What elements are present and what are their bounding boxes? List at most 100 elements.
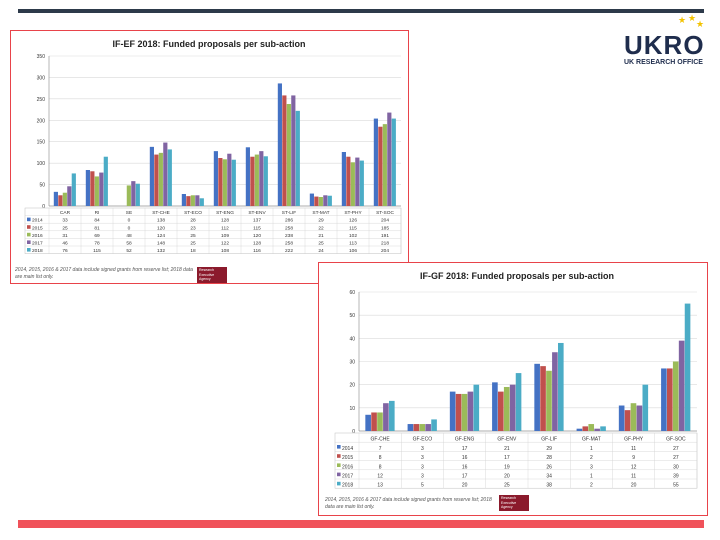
y-tick-label: 30 (349, 360, 355, 366)
bar-2016-CAR (62, 192, 67, 206)
bar-2018-ST-ECO (199, 198, 204, 206)
data-label: 52 (126, 248, 132, 254)
bar-2017-GF-CHE (383, 403, 389, 431)
bar-2018-ST-ENG (231, 159, 236, 206)
bar-2017-GF-MAT (594, 428, 600, 431)
data-label: 19 (504, 464, 510, 470)
chart-slide-if-ef: IF-EF 2018: Funded proposals per sub-act… (10, 30, 409, 284)
bar-2016-GF-SOC (672, 361, 679, 431)
category-label: GF-LIF (541, 437, 557, 443)
bar-2017-ST-PHY (355, 157, 360, 206)
logo-word: UKRO (624, 30, 705, 60)
data-label: 108 (221, 248, 229, 254)
bar-2017-GF-ECO (425, 424, 431, 431)
y-tick-label: 10 (349, 406, 355, 412)
legend-entry-2017: 2017 (342, 474, 353, 480)
bar-2016-SE (126, 185, 131, 206)
data-label: 120 (253, 233, 261, 239)
bar-2016-GF-LIF (546, 370, 552, 431)
bar-2015-GF-ENV (498, 391, 504, 431)
category-label: ST-MAT (312, 210, 329, 216)
data-label: 3 (421, 474, 424, 480)
data-label: 9 (632, 455, 635, 461)
bar-2016-ST-SOC (382, 124, 387, 206)
data-label: 112 (221, 225, 229, 231)
data-label: 204 (381, 248, 389, 254)
y-tick-label: 50 (39, 183, 45, 189)
data-label: 20 (504, 474, 510, 480)
legend-swatch-2017 (337, 472, 341, 477)
data-label: 29 (318, 218, 324, 224)
bar-2018-RI (103, 156, 108, 206)
category-label: SE (126, 210, 132, 216)
data-label: 109 (221, 233, 229, 239)
bar-2015-ST-LIF (282, 95, 287, 206)
legend-swatch-2016 (27, 232, 31, 237)
data-label: 25 (62, 225, 68, 231)
chart-title: IF-EF 2018: Funded proposals per sub-act… (112, 39, 305, 49)
bar-2014-ST-LIF (277, 83, 282, 206)
bar-2014-GF-ENV (492, 382, 498, 431)
bar-2014-GF-MAT (576, 428, 583, 431)
data-label: 27 (673, 455, 679, 461)
legend-entry-2014: 2014 (342, 446, 353, 452)
data-label: 185 (381, 225, 389, 231)
bar-2017-ST-SOC (387, 112, 392, 206)
bar-2016-GF-ENG (461, 393, 468, 431)
data-label: 23 (190, 225, 196, 231)
bar-2016-ST-ENG (222, 159, 227, 206)
category-label: ST-ENV (248, 210, 266, 216)
category-label: GF-PHY (624, 437, 644, 443)
data-label: 1 (590, 446, 593, 452)
legend-swatch-2018 (337, 481, 341, 486)
data-label: 34 (546, 474, 552, 480)
bar-2017-ST-ENV (259, 151, 264, 206)
data-label: 25 (190, 241, 196, 247)
category-label: ST-SOC (376, 210, 394, 216)
data-label: 76 (62, 248, 68, 254)
bar-2018-ST-ENV (263, 156, 268, 206)
ukro-logo: ★ ★ ★ UKRO UK RESEARCH OFFICE (624, 13, 705, 67)
data-label: 20 (631, 483, 637, 489)
legend-entry-2016: 2016 (342, 464, 353, 470)
bar-2014-GF-PHY (618, 405, 625, 431)
data-label: 12 (377, 474, 383, 480)
bar-2018-CAR (71, 173, 76, 206)
logo-subtitle: UK RESEARCH OFFICE (624, 59, 703, 66)
data-label: 21 (504, 446, 510, 452)
bar-2014-ST-MAT (309, 193, 314, 206)
data-label: 120 (157, 225, 165, 231)
data-label: 191 (381, 233, 389, 239)
category-label: ST-PHY (344, 210, 362, 216)
data-label: 29 (546, 446, 552, 452)
y-tick-label: 200 (37, 118, 46, 124)
bar-2015-ST-MAT (314, 196, 319, 206)
data-label: 3 (421, 464, 424, 470)
bar-2015-RI (90, 171, 95, 206)
data-label: 132 (157, 248, 165, 254)
data-label: 28 (546, 455, 552, 461)
bar-2015-ST-ENG (218, 158, 223, 206)
bar-2014-ST-SOC (373, 118, 378, 206)
data-label: 148 (157, 241, 165, 247)
bar-2018-ST-CHE (167, 149, 172, 206)
data-label: 204 (381, 218, 389, 224)
bar-2016-ST-LIF (286, 104, 291, 206)
rea-badge-1: Research Executive Agency (197, 267, 227, 283)
category-label: ST-CHE (152, 210, 170, 216)
bar-2015-GF-SOC (667, 368, 673, 431)
y-tick-label: 300 (37, 75, 46, 81)
data-label: 115 (349, 225, 357, 231)
bar-2016-GF-ECO (419, 424, 426, 431)
bar-2014-GF-SOC (661, 368, 667, 431)
bar-2018-GF-SOC (684, 303, 691, 431)
data-label: 38 (546, 483, 552, 489)
bar-2016-RI (94, 176, 99, 206)
category-label: GF-MAT (582, 437, 601, 443)
chart-if-ef: IF-EF 2018: Funded proposals per sub-act… (24, 39, 402, 254)
data-label: 31 (62, 233, 68, 239)
chart-title: IF-GF 2018: Funded proposals per sub-act… (420, 271, 614, 281)
data-label: 115 (253, 225, 261, 231)
data-label: 24 (318, 248, 324, 254)
data-label: 137 (253, 218, 261, 224)
